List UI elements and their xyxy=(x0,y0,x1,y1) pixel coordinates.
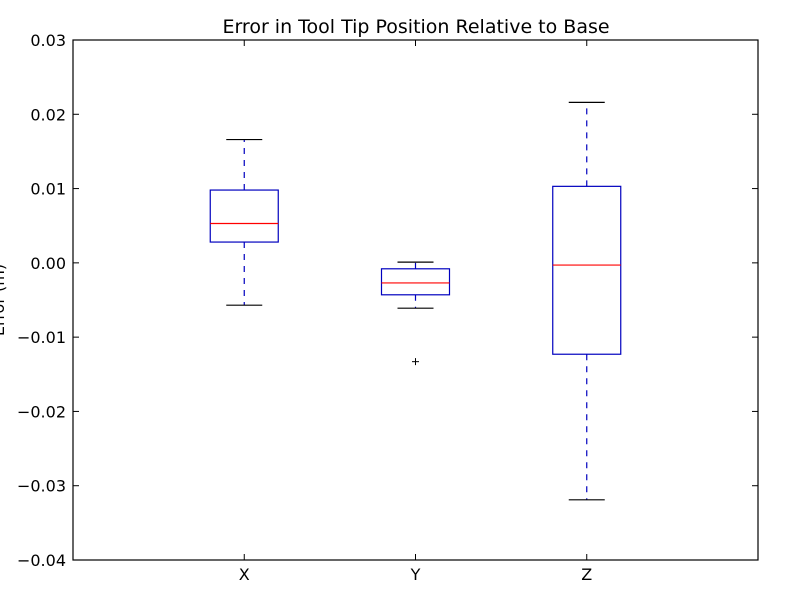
box-x xyxy=(209,189,279,243)
box-z xyxy=(552,185,622,355)
x-tick-label: X xyxy=(239,565,250,584)
y-axis-label: Error (m) xyxy=(0,264,8,336)
y-tick-label: −0.04 xyxy=(17,551,66,570)
chart-title: Error in Tool Tip Position Relative to B… xyxy=(222,16,609,38)
y-tick-label: 0.01 xyxy=(30,180,66,199)
plot-area: 0.03 0.02 0.01 0.00 −0.01 −0.02 −0.03 −0.04 X Y Z xyxy=(17,31,759,584)
axes-frame xyxy=(72,39,759,561)
y-tick-label: 0.02 xyxy=(30,105,66,124)
y-tick-label: −0.02 xyxy=(17,402,66,421)
y-tick-label: −0.03 xyxy=(17,477,66,496)
y-tick-label: 0.00 xyxy=(30,254,66,273)
y-tick-label: 0.03 xyxy=(30,31,66,50)
x-tick-label: Z xyxy=(581,565,592,584)
y-tick-label: −0.01 xyxy=(17,328,66,347)
box-y xyxy=(380,268,451,296)
x-tick-label: Y xyxy=(410,565,421,584)
